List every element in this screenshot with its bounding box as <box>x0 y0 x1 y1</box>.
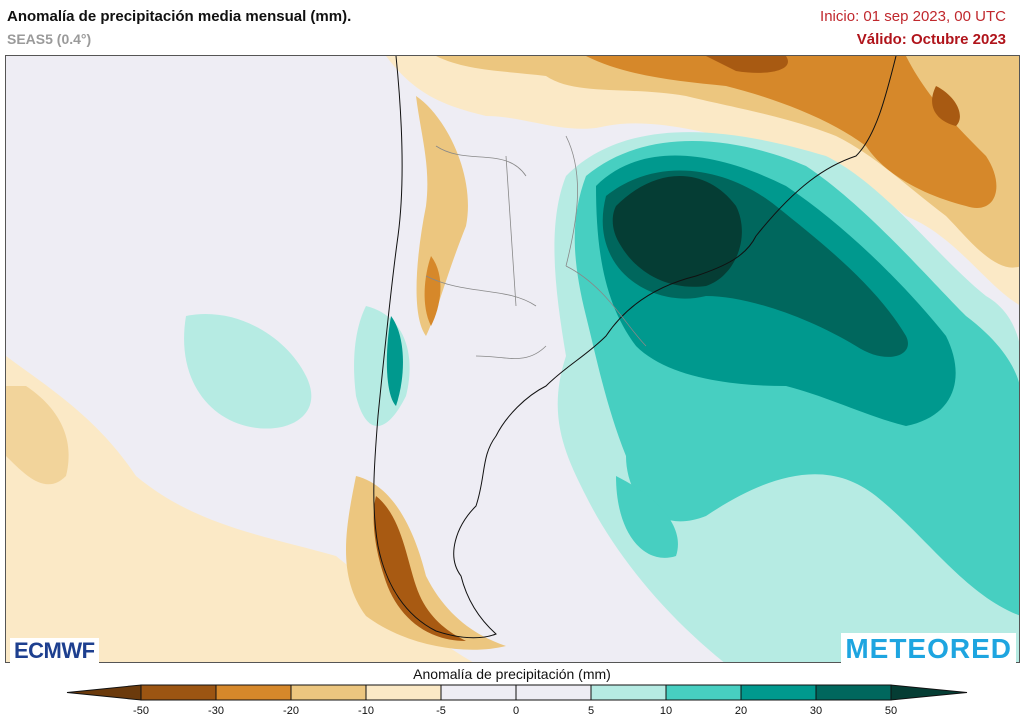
colorbar-tick-label: 30 <box>809 705 823 717</box>
anomaly-area-dry-andes <box>416 96 468 336</box>
colorbar-title: Anomalía de precipitación (mm) <box>413 666 611 682</box>
colorbar-segment <box>665 684 742 701</box>
anomaly-area-dry-very-strong <box>706 56 960 126</box>
colorbar-tick-label: 5 <box>587 705 595 717</box>
colorbar <box>66 684 968 701</box>
colorbar-segment <box>515 684 592 701</box>
anomaly-area-dry-patagonia <box>373 496 466 641</box>
anomaly-area-wet-extreme <box>612 176 742 287</box>
colorbar-segment <box>440 684 517 701</box>
colorbar-tick-label: -20 <box>283 705 299 717</box>
coastline <box>373 56 897 639</box>
anomaly-area-dry-light <box>6 386 69 485</box>
colorbar-tick-label: -10 <box>358 705 374 717</box>
precipitation-anomaly-map <box>5 55 1020 663</box>
model-subtitle: SEAS5 (0.4°) <box>7 31 92 47</box>
colorbar-tick-label: 10 <box>659 705 673 717</box>
colorbar-tick-label: -50 <box>133 705 149 717</box>
colorbar-arrow-high <box>890 684 968 701</box>
map-title: Anomalía de precipitación media mensual … <box>7 8 352 25</box>
colorbar-segment <box>590 684 667 701</box>
colorbar-segment <box>140 684 217 701</box>
valid-date: Válido: Octubre 2023 <box>856 31 1006 48</box>
map-layers <box>6 56 1019 662</box>
country-borders <box>425 135 647 359</box>
anomaly-area-wet-moderate <box>386 316 403 406</box>
colorbar-segment <box>740 684 817 701</box>
anomaly-area-dry-andes <box>424 256 441 326</box>
anomaly-area-wet-moderate <box>616 476 678 558</box>
anomaly-area-wet-light <box>184 314 312 429</box>
colorbar-tick-label: 0 <box>512 705 520 717</box>
colorbar-tick-label: -30 <box>208 705 224 717</box>
meteored-logo: METEORED <box>841 633 1016 665</box>
colorbar-tick-label: 20 <box>734 705 748 717</box>
colorbar-segment <box>365 684 442 701</box>
ecmwf-logo: ECMWF <box>10 638 99 664</box>
colorbar-arrow-low <box>66 684 142 701</box>
colorbar-tick-label: 50 <box>884 705 898 717</box>
anomaly-area-dry-strong <box>586 56 997 208</box>
colorbar-segment <box>215 684 292 701</box>
colorbar-segment <box>815 684 892 701</box>
colorbar-tick-label: -5 <box>436 705 446 717</box>
colorbar-segment <box>290 684 367 701</box>
init-date: Inicio: 01 sep 2023, 00 UTC <box>820 8 1006 25</box>
